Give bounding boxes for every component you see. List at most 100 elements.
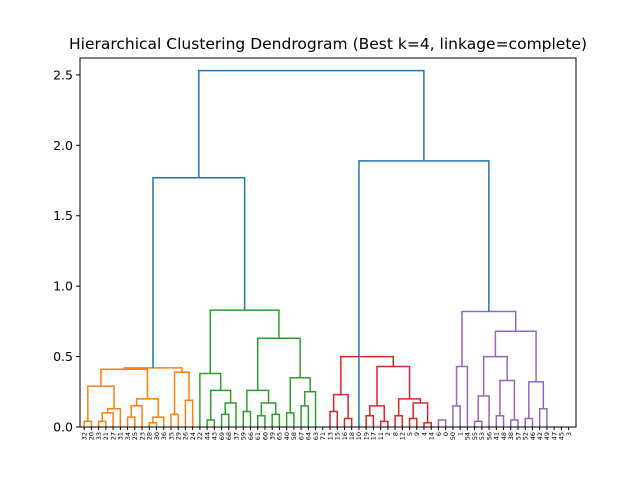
dendrogram-link-cluster-1 <box>97 420 107 427</box>
dendrogram-link-cluster-2 <box>303 391 317 427</box>
leaf-label: 41 <box>493 432 501 440</box>
dendrogram-link-cluster-1 <box>173 371 190 415</box>
dendrogram-link-cluster-4 <box>452 405 461 427</box>
leaf-label: 27 <box>109 432 117 440</box>
dendrogram-link-cluster-1 <box>87 385 115 422</box>
dendrogram-link-root <box>198 69 425 178</box>
dendrogram-link-cluster-2 <box>220 413 230 427</box>
dendrogram-link-cluster-1 <box>135 398 160 418</box>
leaf-label: 29 <box>174 432 182 440</box>
leaf-label: 20 <box>88 432 96 440</box>
leaf-label: 15 <box>334 432 342 440</box>
dendrogram-link-cluster-3 <box>379 420 389 427</box>
dendrogram-link-cluster-2 <box>271 413 281 427</box>
leaf-label: 23 <box>138 432 146 440</box>
dendrogram-link-cluster-2 <box>206 419 216 427</box>
leaf-label: 36 <box>160 432 168 440</box>
chart-title: Hierarchical Clustering Dendrogram (Best… <box>69 35 587 53</box>
leaf-label: 49 <box>543 432 551 440</box>
leaf-label: 34 <box>124 432 132 440</box>
leaf-label: 69 <box>218 432 226 440</box>
leaf-label: 14 <box>428 432 436 440</box>
leaf-label: 16 <box>341 432 349 440</box>
leaf-label: 0 <box>442 432 450 436</box>
leaf-label: 47 <box>550 432 558 440</box>
leaf-label: 2 <box>384 432 392 436</box>
plot-frame <box>79 57 577 428</box>
leaf-label: 11 <box>377 432 385 440</box>
dendrogram-link-cluster-1 <box>106 407 122 427</box>
dendrogram-link-cluster-4 <box>455 365 469 427</box>
dendrogram-link-cluster-2 <box>199 372 222 427</box>
dendrogram-link-cluster-3 <box>397 398 422 416</box>
leaf-label: 55 <box>471 432 479 440</box>
leaf-label: 10 <box>355 432 363 440</box>
leaf-label: 19 <box>362 432 370 440</box>
dendrogram-link-cluster-3 <box>332 393 349 419</box>
leaf-label: 8 <box>391 432 399 436</box>
leaf-label: 21 <box>102 432 110 440</box>
leaf-label: 58 <box>290 432 298 440</box>
leaf-label: 65 <box>276 432 284 440</box>
leaf-label: 6 <box>435 432 443 436</box>
dendrogram-link-cluster-1 <box>184 399 194 427</box>
leaf-label: 54 <box>464 432 472 440</box>
dendrogram-link-cluster-2 <box>246 389 270 412</box>
y-tick-label: 2.0 <box>53 138 73 153</box>
leaf-label: 37 <box>232 432 240 440</box>
leaf-label: 44 <box>203 432 211 440</box>
leaf-label: 63 <box>312 432 320 440</box>
leaf-label: 9 <box>413 432 421 436</box>
dendrogram-link-cluster-4 <box>510 419 519 427</box>
leaf-label: 57 <box>514 432 522 440</box>
leaf-label: 22 <box>196 432 204 440</box>
leaf-label: 46 <box>529 432 537 440</box>
y-tick-label: 1.5 <box>53 208 73 223</box>
leaf-label: 31 <box>117 432 125 440</box>
leaf-label: 48 <box>500 432 508 440</box>
leaf-label: 61 <box>254 432 262 440</box>
leaf-label: 12 <box>399 432 407 440</box>
dendrogram-link-cluster-1 <box>148 422 158 427</box>
dendrogram-link-cluster-1 <box>101 412 114 427</box>
leaf-label: 40 <box>283 432 291 440</box>
leaf-label: 24 <box>189 432 197 440</box>
leaf-label: 39 <box>268 432 276 440</box>
leaf-label: 66 <box>247 432 255 440</box>
dendrogram-link-cluster-3 <box>423 422 432 427</box>
leaf-label: 5 <box>406 432 414 436</box>
leaf-label: 42 <box>536 432 544 440</box>
dendrogram-link-cluster-3 <box>365 414 375 427</box>
leaf-label: 71 <box>319 432 327 440</box>
leaf-label: 56 <box>485 432 493 440</box>
dendrogram-link-cluster-3 <box>369 405 385 422</box>
leaf-label: 45 <box>558 432 566 440</box>
y-tick-label: 2.5 <box>53 67 73 82</box>
dendrogram-link-root <box>152 176 246 368</box>
dendrogram-link-cluster-3 <box>394 414 404 427</box>
y-tick-label: 0.0 <box>53 420 73 435</box>
dendrogram-link-cluster-4 <box>524 417 534 427</box>
leaf-label: 50 <box>449 432 457 440</box>
dendrogram-links <box>83 69 548 427</box>
leaf-label: 35 <box>167 432 175 440</box>
leaf-label: 25 <box>131 432 139 440</box>
leaf-label: 28 <box>146 432 154 440</box>
dendrogram-link-cluster-2 <box>256 414 266 427</box>
leaf-label: 32 <box>81 432 89 440</box>
dendrogram-link-cluster-3 <box>408 417 418 427</box>
dendrogram-link-cluster-3 <box>329 410 338 427</box>
dendrogram-link-cluster-1 <box>170 413 179 427</box>
leaf-label: 4 <box>420 432 428 436</box>
leaf-label: 26 <box>182 432 190 440</box>
leaf-label: 3 <box>565 432 573 436</box>
y-axis: 0.0 0.5 1.0 1.5 2.0 2.5 <box>53 67 80 435</box>
y-tick-label: 1.0 <box>53 279 73 294</box>
dendrogram-link-cluster-2 <box>256 337 301 391</box>
dendrogram-link-cluster-2 <box>242 410 252 427</box>
dendrogram-link-cluster-1 <box>126 416 136 427</box>
leaf-label: 53 <box>478 432 486 440</box>
dendrogram-link-cluster-4 <box>538 407 548 427</box>
dendrogram-link-cluster-1 <box>100 368 149 399</box>
